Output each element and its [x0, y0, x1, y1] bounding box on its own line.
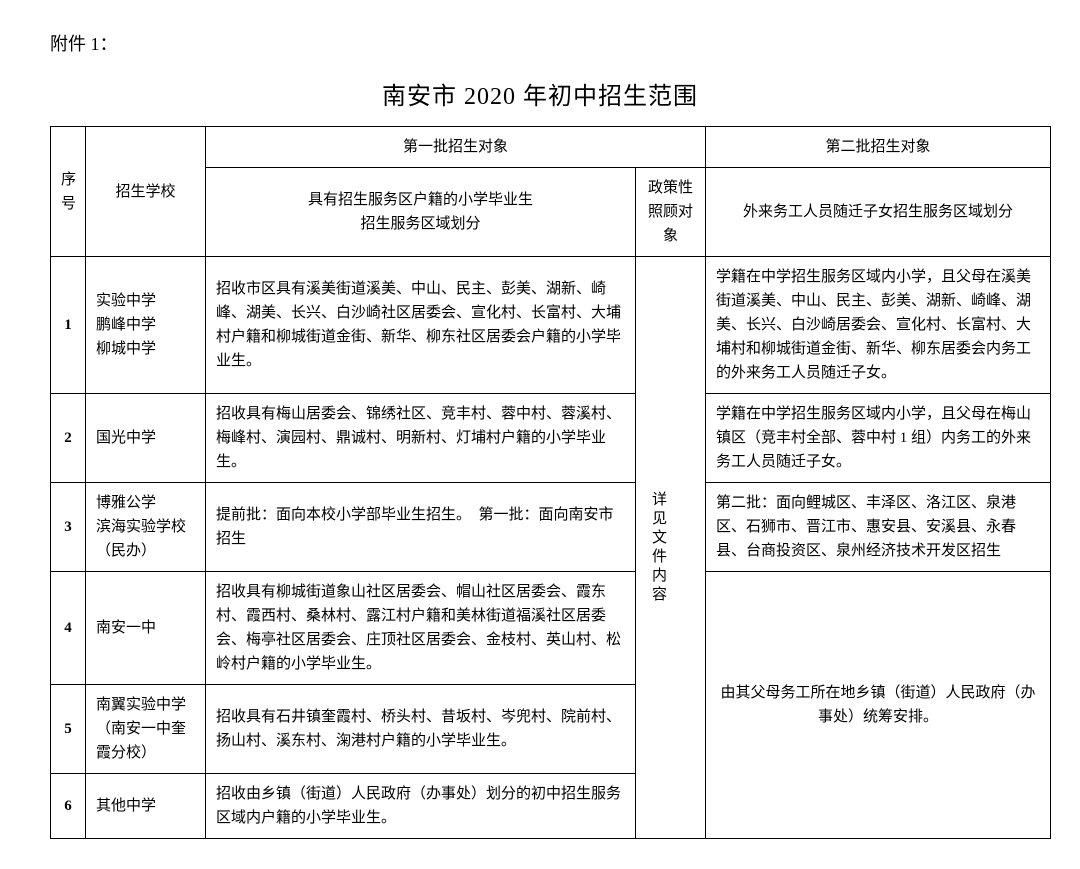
- row-school: 南安一中: [86, 572, 206, 685]
- row-batch1: 招收由乡镇（街道）人民政府（办事处）划分的初中招生服务区域内户籍的小学毕业生。: [206, 774, 636, 839]
- table-row: 4 南安一中 招收具有柳城街道象山社区居委会、帽山社区居委会、霞东村、霞西村、桑…: [51, 572, 1051, 685]
- row-batch2: 第二批：面向鲤城区、丰泽区、洛江区、泉港区、石狮市、晋江市、惠安县、安溪县、永春…: [706, 483, 1051, 572]
- row-batch1: 招收市区具有溪美街道溪美、中山、民主、彭美、湖新、崎峰、湖美、长兴、白沙崎社区居…: [206, 257, 636, 394]
- header-row-1: 序号 招生学校 第一批招生对象 第二批招生对象: [51, 127, 1051, 168]
- row-batch1: 提前批：面向本校小学部毕业生招生。 第一批：面向南安市招生: [206, 483, 636, 572]
- row-num: 6: [51, 774, 86, 839]
- row-num: 2: [51, 394, 86, 483]
- row-num: 4: [51, 572, 86, 685]
- row-batch1: 招收具有梅山居委会、锦绣社区、竞丰村、蓉中村、蓉溪村、梅峰村、演园村、鼎诚村、明…: [206, 394, 636, 483]
- page-title: 南安市 2020 年初中招生范围: [50, 76, 1030, 111]
- row-batch1: 招收具有石井镇奎霞村、桥头村、昔坂村、岑兜村、院前村、扬山村、溪东村、淗港村户籍…: [206, 685, 636, 774]
- policy-cell: 详见文件内容: [636, 257, 706, 839]
- row-batch1: 招收具有柳城街道象山社区居委会、帽山社区居委会、霞东村、霞西村、桑林村、露江村户…: [206, 572, 636, 685]
- row-school: 其他中学: [86, 774, 206, 839]
- header-batch2-title: 第二批招生对象: [706, 127, 1051, 168]
- row-batch2-merged: 由其父母务工所在地乡镇（街道）人民政府（办事处）统筹安排。: [706, 572, 1051, 839]
- table-row: 3 博雅公学 滨海实验学校（民办） 提前批：面向本校小学部毕业生招生。 第一批：…: [51, 483, 1051, 572]
- header-school: 招生学校: [86, 127, 206, 257]
- row-school: 国光中学: [86, 394, 206, 483]
- row-num: 1: [51, 257, 86, 394]
- attachment-label: 附件 1：: [50, 30, 1030, 56]
- header-batch1-sub: 具有招生服务区户籍的小学毕业生 招生服务区域划分: [206, 168, 636, 257]
- row-num: 5: [51, 685, 86, 774]
- header-seq: 序号: [51, 127, 86, 257]
- table-row: 2 国光中学 招收具有梅山居委会、锦绣社区、竞丰村、蓉中村、蓉溪村、梅峰村、演园…: [51, 394, 1051, 483]
- enrollment-table: 序号 招生学校 第一批招生对象 第二批招生对象 具有招生服务区户籍的小学毕业生 …: [50, 126, 1051, 839]
- header-batch1-title: 第一批招生对象: [206, 127, 706, 168]
- policy-text: 详见文件内容: [646, 481, 670, 615]
- row-batch2: 学籍在中学招生服务区域内小学，且父母在溪美街道溪美、中山、民主、彭美、湖新、崎峰…: [706, 257, 1051, 394]
- table-row: 1 实验中学 鹏峰中学 柳城中学 招收市区具有溪美街道溪美、中山、民主、彭美、湖…: [51, 257, 1051, 394]
- row-batch2: 学籍在中学招生服务区域内小学，且父母在梅山镇区（竞丰村全部、蓉中村 1 组）内务…: [706, 394, 1051, 483]
- row-school: 实验中学 鹏峰中学 柳城中学: [86, 257, 206, 394]
- header-policy: 政策性照顾对象: [636, 168, 706, 257]
- row-school: 南翼实验中学（南安一中奎霞分校）: [86, 685, 206, 774]
- header-batch2-sub: 外来务工人员随迁子女招生服务区域划分: [706, 168, 1051, 257]
- row-num: 3: [51, 483, 86, 572]
- row-school: 博雅公学 滨海实验学校（民办）: [86, 483, 206, 572]
